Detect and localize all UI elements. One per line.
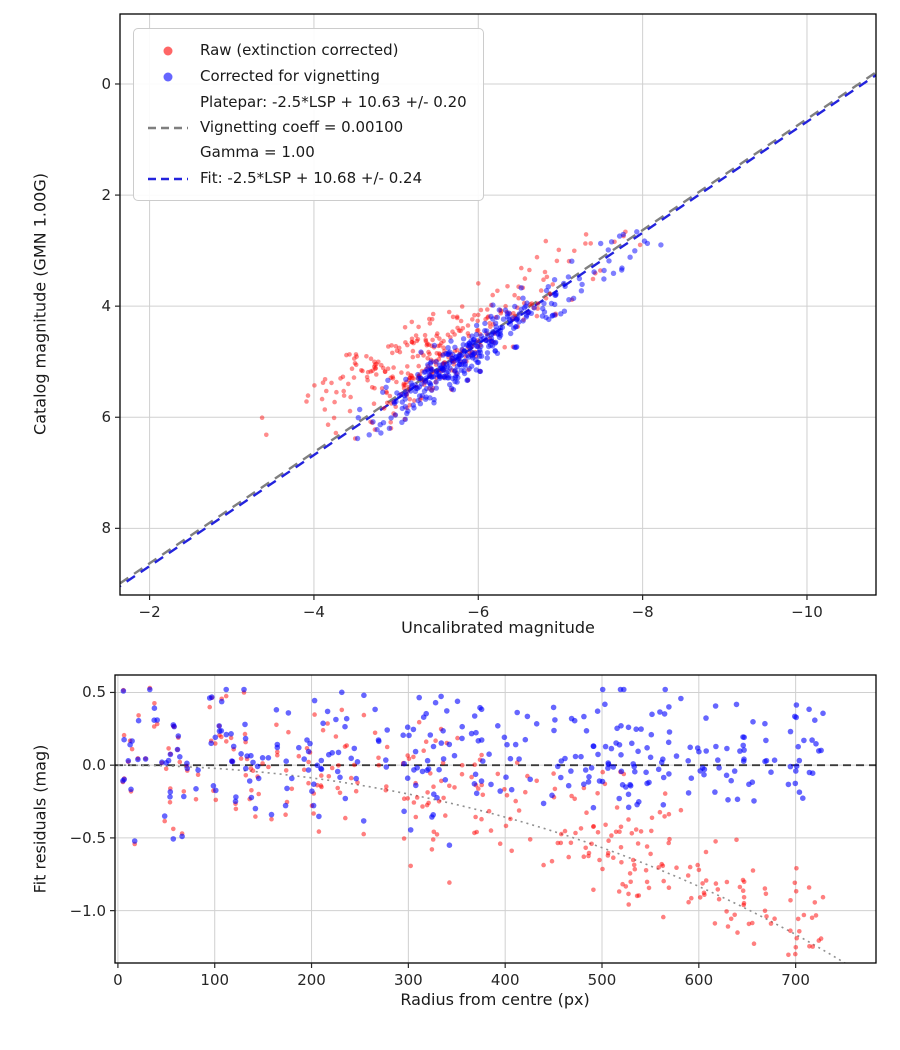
- fit-line-marker-icon: [144, 176, 192, 182]
- legend-entry-raw: Raw (extinction corrected): [144, 38, 467, 63]
- legend-label-corrected: Corrected for vignetting: [200, 67, 380, 85]
- legend-platepar-line1: Platepar: -2.5*LSP + 10.63 +/- 0.20: [200, 93, 467, 111]
- top-chart-y-tick-label: 4: [101, 297, 111, 316]
- raw-residuals-points: [120, 685, 826, 958]
- x-axis-label-bottom: Radius from centre (px): [400, 990, 590, 1009]
- bottom-chart-y-tick-label: 0.5: [82, 683, 106, 702]
- y-axis-label-top: Catalog magnitude (GMN 1.00G): [30, 173, 50, 435]
- corrected-marker-icon: [144, 71, 192, 83]
- top-chart-x-tick-label: −8: [631, 603, 654, 621]
- y-axis-label-bottom: Fit residuals (mag): [30, 744, 50, 894]
- legend-entry-platepar: Platepar: -2.5*LSP + 10.63 +/- 0.20 Vign…: [144, 90, 467, 165]
- raw-series-points: [259, 229, 643, 441]
- legend-label-fit: Fit: -2.5*LSP + 10.68 +/- 0.24: [200, 169, 423, 187]
- bottom-chart-spine: [114, 674, 877, 964]
- platepar-line-marker-icon: [144, 125, 192, 131]
- top-chart-spine: [119, 13, 877, 596]
- top-chart-y-tick-label: 6: [101, 408, 111, 427]
- legend-platepar-line3: Gamma = 1.00: [200, 143, 315, 161]
- corrected-series-points: [354, 229, 664, 442]
- top-chart-y-tick-label: 0: [101, 74, 111, 93]
- bottom-chart-x-tick-label: 700: [781, 971, 810, 989]
- bottom-chart-x-tick-label: 200: [297, 971, 326, 989]
- bottom-chart-x-tick-label: 100: [200, 971, 230, 989]
- bottom-chart-y-tick-label: 0.0: [82, 756, 106, 775]
- legend: Raw (extinction corrected) Corrected for…: [133, 28, 484, 201]
- corrected-residuals-points: [120, 686, 826, 848]
- legend-platepar-line2: Vignetting coeff = 0.00100: [200, 118, 404, 136]
- top-chart-y-tick-label: 8: [101, 519, 111, 538]
- bottom-chart-y-tick-label: −1.0: [69, 901, 106, 920]
- bottom-chart-grid: [115, 675, 876, 963]
- top-chart-x-tick-label: −2: [138, 603, 161, 621]
- bottom-chart-x-tick-label: 500: [587, 971, 617, 989]
- bottom-chart-x-tick-label: 0: [113, 971, 123, 989]
- bottom-chart-y-tick-label: −0.5: [69, 828, 106, 847]
- legend-label-raw: Raw (extinction corrected): [200, 41, 399, 59]
- legend-entry-corrected: Corrected for vignetting: [144, 64, 467, 89]
- bottom-chart-x-tick-label: 400: [490, 971, 520, 989]
- legend-entry-fit: Fit: -2.5*LSP + 10.68 +/- 0.24: [144, 166, 467, 191]
- x-axis-label-top: Uncalibrated magnitude: [401, 618, 595, 637]
- bottom-chart-x-tick-label: 300: [394, 971, 423, 989]
- raw-marker-icon: [144, 45, 192, 57]
- legend-label-platepar: Platepar: -2.5*LSP + 10.63 +/- 0.20 Vign…: [200, 90, 467, 165]
- bottom-chart-tick-marks: [110, 691, 797, 968]
- top-chart-x-tick-label: −4: [302, 603, 325, 621]
- vignetting-curve: [117, 764, 847, 963]
- top-chart-x-tick-label: −10: [791, 603, 823, 621]
- top-chart-tick-marks: [115, 83, 808, 600]
- bottom-chart-x-tick-label: 600: [684, 971, 714, 989]
- top-chart-x-tick-label: −6: [467, 603, 490, 621]
- top-chart-y-tick-label: 2: [101, 186, 111, 205]
